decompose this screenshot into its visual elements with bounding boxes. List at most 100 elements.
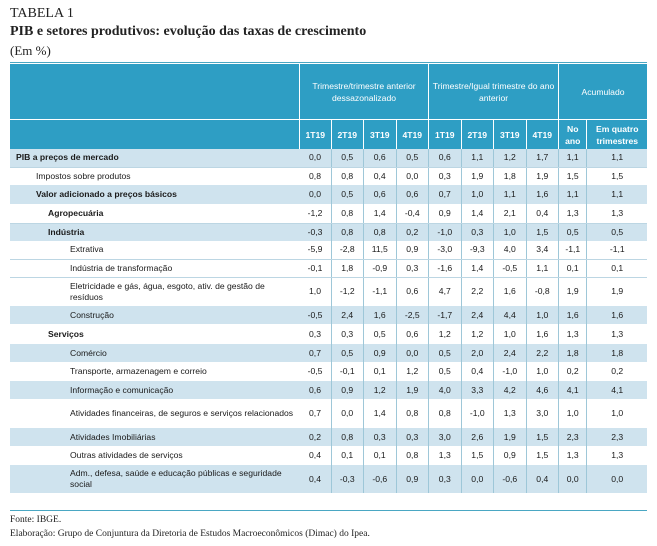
header-column-row: 1T19 2T19 3T19 4T19 1T19 2T19 3T19 4T19 …	[10, 119, 647, 149]
table-row: Impostos sobre produtos 0,8 0,8 0,4 0,0 0,3 1,…	[10, 167, 647, 185]
cell-value: 0,1	[363, 446, 397, 465]
cell-value: -1,2	[331, 277, 364, 306]
table-row: Comércio 0,7 0,5 0,9 0,0 0,5 2,0 2,4 2,2 1,8 1,8	[10, 344, 647, 362]
cell-value: 1,4	[363, 204, 397, 224]
row-label: Transporte, armazenagem e correio	[70, 366, 207, 376]
table-row: Agropecuária -1,2 0,8 1,4 -0,4 0,9 1,4 2,1 0,4 1,…	[10, 204, 647, 224]
cell-value: 1,3	[558, 204, 588, 224]
cell-value: 1,6	[493, 277, 527, 306]
cell-value: 0,0	[461, 465, 495, 493]
cell-value: 0,8	[331, 223, 364, 241]
cell-value: 4,0	[428, 381, 462, 399]
cell-value: 0,8	[299, 167, 332, 185]
cell-value: 0,6	[428, 149, 462, 168]
table-row: Outras atividades de serviços 0,4 0,1 0,1 0,…	[10, 446, 647, 465]
cell-value: 1,5	[526, 446, 560, 465]
cell-value: 1,5	[526, 223, 560, 241]
column-header: 2T19	[331, 119, 364, 149]
cell-value: 1,0	[526, 306, 560, 324]
cell-value: 1,0	[299, 277, 332, 306]
cell-value: 1,9	[526, 167, 560, 185]
table-row: Serviços 0,3 0,3 0,5 0,6 1,2 1,2 1,0 1,6 1,3 1,3	[10, 324, 647, 344]
cell-value: 0,8	[396, 446, 430, 465]
table-unit: (Em %)	[10, 43, 51, 58]
cell-value: 0,4	[526, 465, 560, 493]
cell-value: 0,9	[396, 241, 430, 260]
cell-value: 1,5	[611, 170, 624, 181]
cell-value: 1,4	[363, 399, 397, 428]
cell-value: 1,1	[586, 185, 647, 204]
cell-value: 0,2	[396, 223, 430, 241]
cell-value: 3,0	[428, 428, 462, 446]
header-group-yoy: Trimestre/Igual trimestre do ano anterio…	[428, 64, 560, 120]
cell-value: 0,9	[331, 381, 364, 399]
row-label: Valor adicionado a preços básicos	[10, 185, 300, 204]
cell-value: 1,5	[558, 167, 588, 185]
cell-value: 0,4	[363, 167, 397, 185]
cell-value: 0,9	[396, 465, 430, 493]
cell-value: 0,5	[428, 344, 462, 362]
cell-value: 1,8	[558, 344, 588, 362]
source-note: Fonte: IBGE.	[10, 515, 62, 525]
cell-value: -3,0	[428, 241, 462, 260]
cell-value: 0,8	[331, 428, 364, 446]
cell-value: 2,2	[461, 277, 495, 306]
cell-value: 1,3	[611, 450, 624, 460]
cell-value: 1,1	[586, 149, 647, 168]
cell-value: 1,8	[331, 259, 364, 278]
cell-value: 1,2	[493, 149, 527, 168]
cell-value: 0,9	[363, 344, 397, 362]
cell-value: 1,6	[363, 306, 397, 324]
cell-value: 2,0	[461, 344, 495, 362]
cell-value: 1,0	[493, 324, 527, 344]
row-label: Impostos sobre produtos	[36, 170, 131, 181]
cell-value: 4,7	[428, 277, 462, 306]
cell-value: 4,4	[493, 306, 527, 324]
cell-value: -0,5	[299, 362, 332, 381]
cell-value: 0,3	[363, 428, 397, 446]
cell-value: -0,4	[396, 204, 430, 224]
cell-value: 2,1	[493, 204, 527, 224]
cell-value: 0,5	[558, 223, 588, 241]
cell-value: 1,1	[558, 149, 588, 168]
cell-value: 1,2	[428, 324, 462, 344]
cell-value: 0,7	[428, 185, 462, 204]
row-label: Eletricidade e gás, água, esgoto, ativ. …	[70, 280, 265, 302]
cell-value: -0,9	[363, 259, 397, 278]
cell-value: 1,0	[461, 185, 495, 204]
table-frame	[10, 62, 647, 511]
header-group-qoq: Trimestre/trimestre anterior dessazonali…	[299, 64, 430, 120]
cell-value: 2,4	[331, 306, 364, 324]
cell-value: -0,5	[299, 306, 332, 324]
table-row: Informação e comunicação 0,6 0,9 1,2 1,9 4,0 3…	[10, 381, 647, 399]
cell-value: 1,4	[461, 259, 495, 278]
row-label: Indústria de transformação	[10, 259, 300, 278]
cell-value: 1,3	[558, 324, 588, 344]
row-label: Outras atividades de serviços	[70, 450, 183, 460]
cell-value: 1,3	[558, 446, 588, 465]
cell-value: 0,0	[299, 185, 332, 204]
cell-value: 0,8	[396, 399, 430, 428]
cell-value: -1,0	[428, 223, 462, 241]
cell-value: 0,3	[396, 259, 430, 278]
table-row: Valor adicionado a preços básicos 0,0 0,5 0…	[10, 185, 647, 204]
cell-value: 0,7	[299, 399, 332, 428]
cell-value: 1,0	[558, 399, 588, 428]
cell-value: -1,0	[493, 362, 527, 381]
cell-value: 4,0	[493, 241, 527, 260]
cell-value: 3,4	[526, 241, 560, 260]
cell-value: 2,2	[526, 344, 560, 362]
cell-value: 1,3	[428, 446, 462, 465]
cell-value: 0,7	[299, 344, 332, 362]
cell-value: 1,9	[493, 428, 527, 446]
cell-value: 0,1	[586, 259, 647, 278]
column-header: No ano	[558, 119, 588, 149]
cell-value: 0,6	[299, 381, 332, 399]
cell-value: 0,3	[331, 324, 364, 344]
table-row: Indústria -0,3 0,8 0,8 0,2 -1,0 0,3 1,0 1,5 0,5 0,…	[10, 223, 647, 241]
cell-value: 0,4	[461, 362, 495, 381]
cell-value: 1,6	[526, 185, 560, 204]
table-row: Atividades financeiras, de seguros e ser…	[10, 399, 647, 428]
cell-value: 0,9	[493, 446, 527, 465]
cell-value: 3,0	[526, 399, 560, 428]
